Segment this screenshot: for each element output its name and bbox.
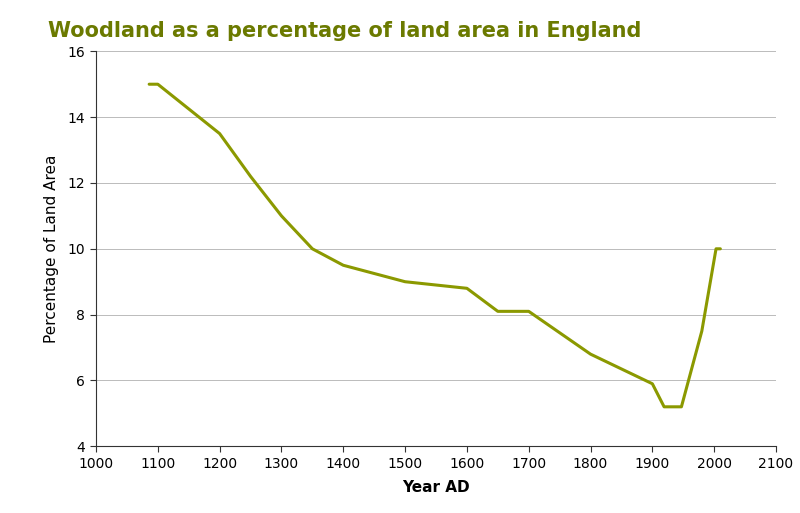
Text: Woodland as a percentage of land area in England: Woodland as a percentage of land area in… [48, 22, 642, 42]
X-axis label: Year AD: Year AD [402, 480, 470, 495]
Y-axis label: Percentage of Land Area: Percentage of Land Area [44, 154, 59, 343]
